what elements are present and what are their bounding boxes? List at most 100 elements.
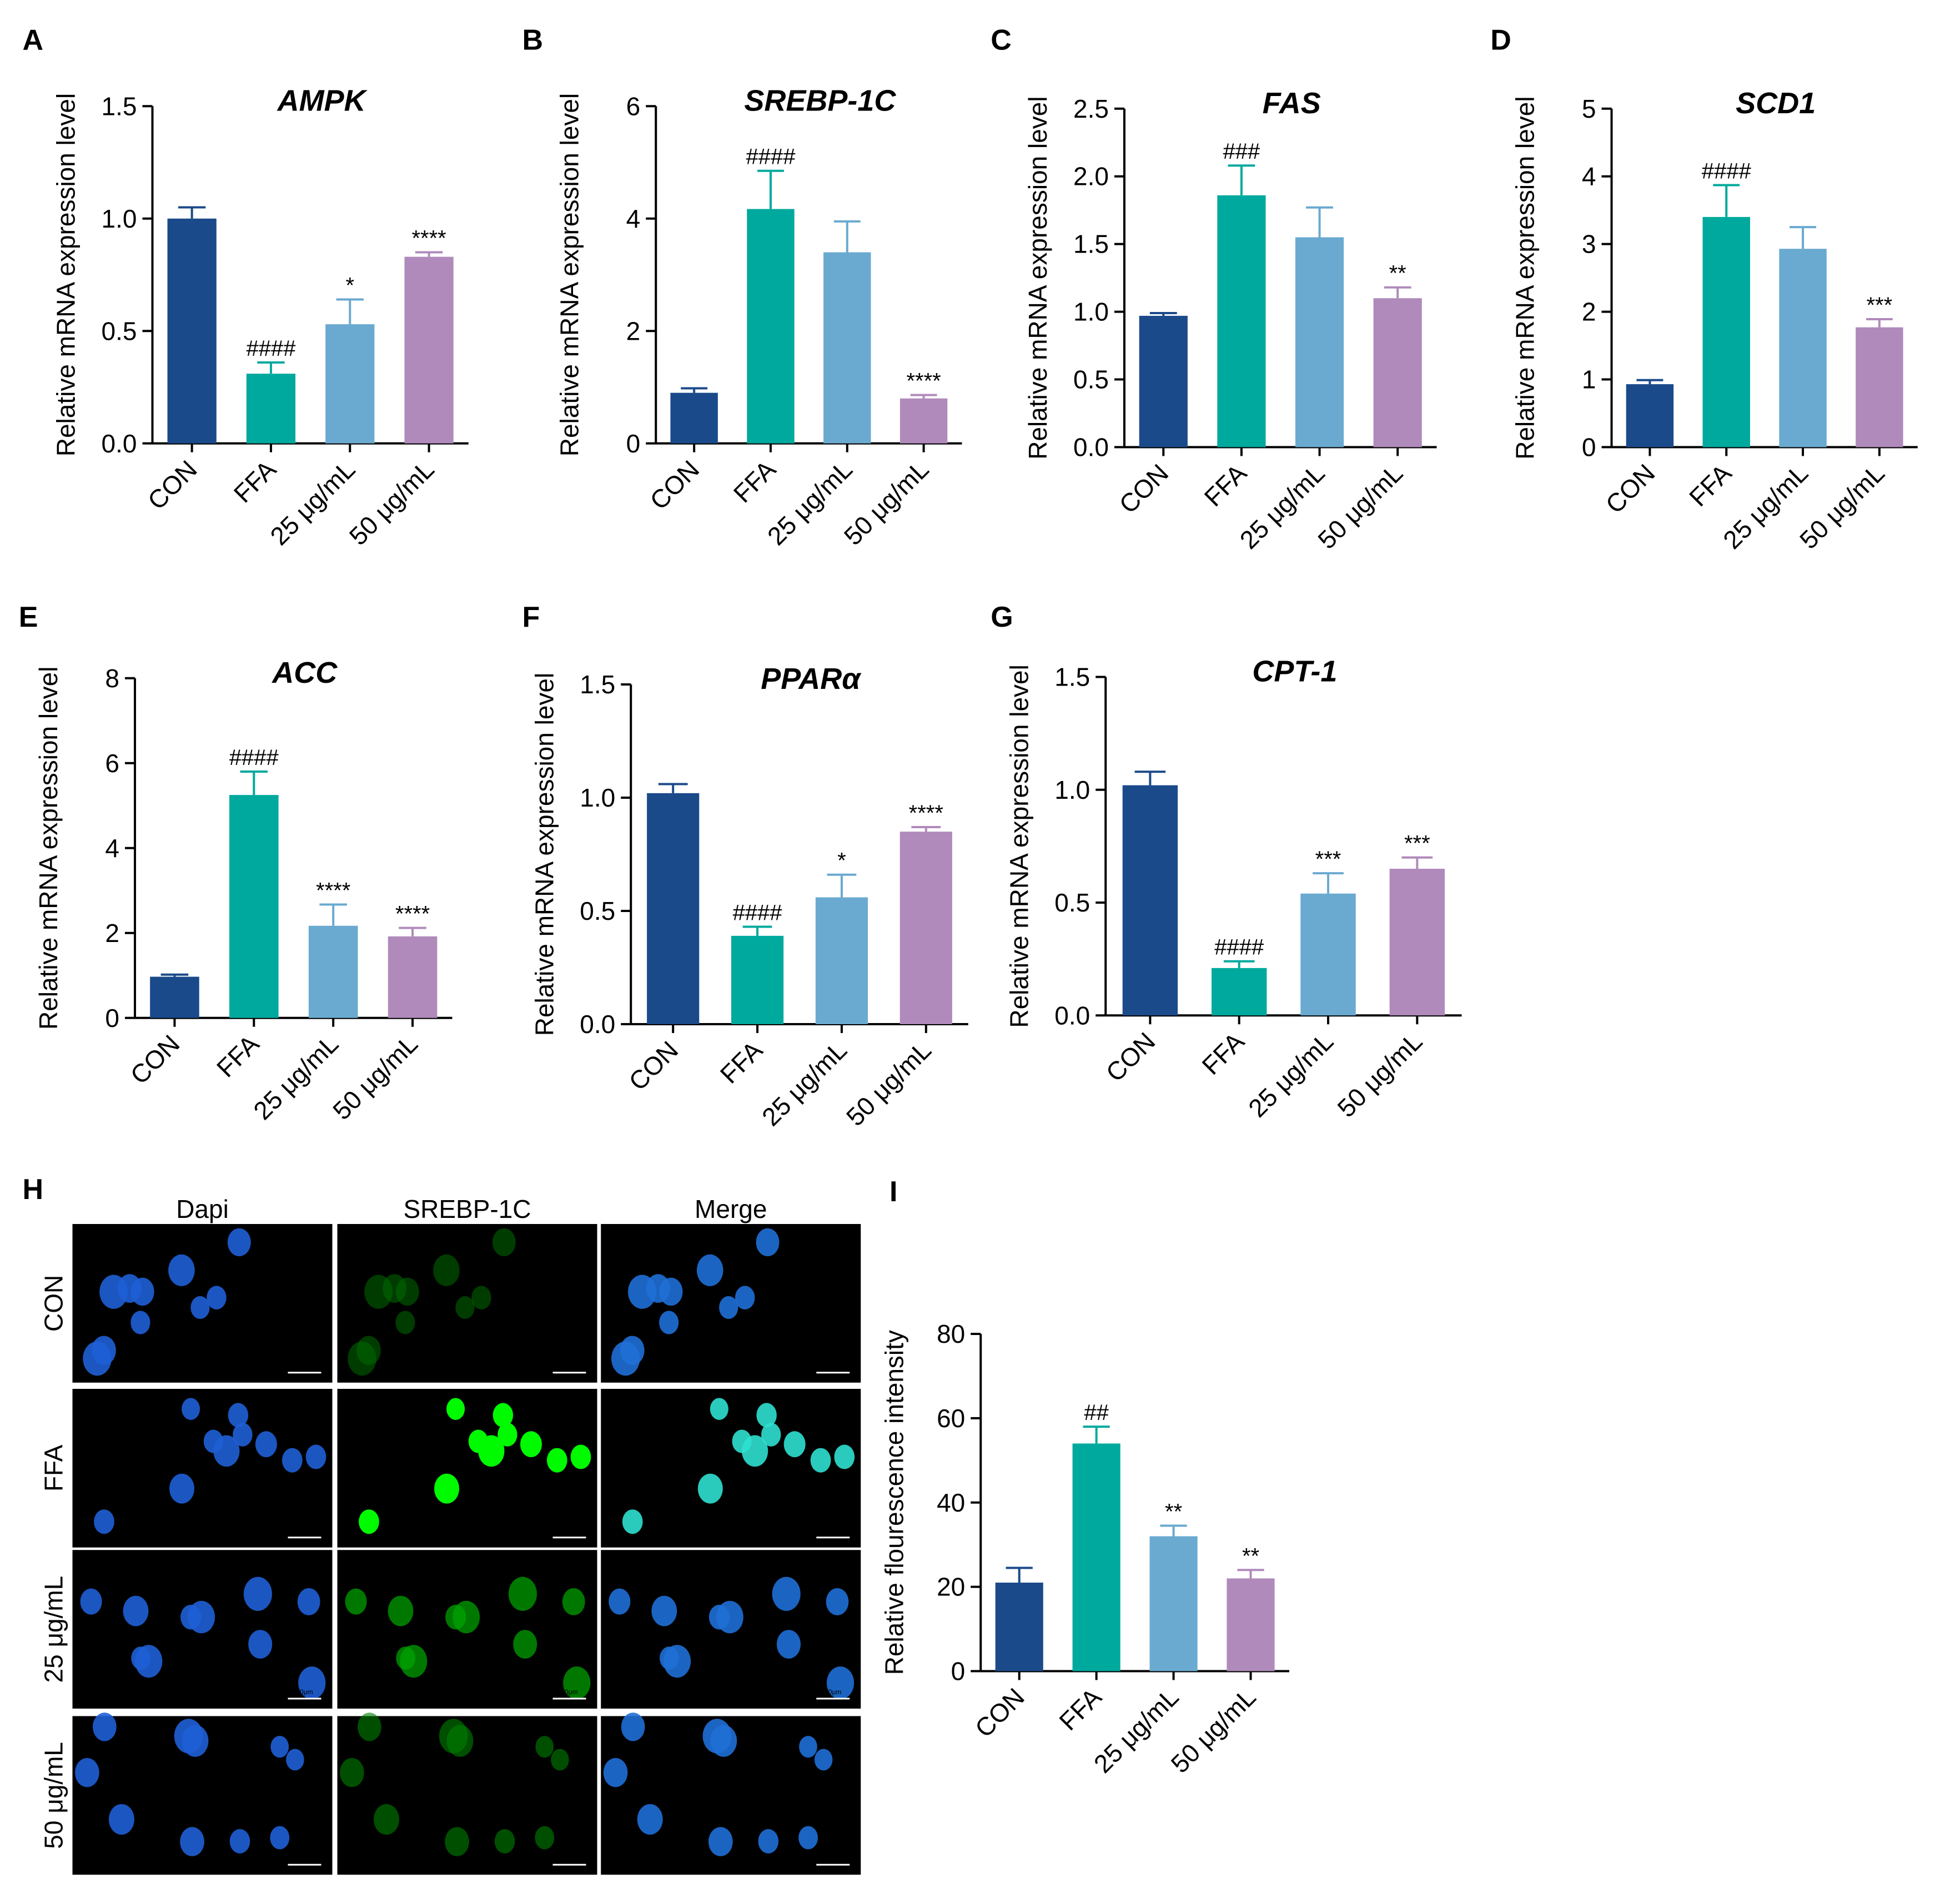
cell-nucleus [182,1725,209,1757]
cell-nucleus [659,1311,679,1334]
x-tick-label: 25 μg/mL [1088,1683,1184,1779]
y-tick-label: 1.0 [580,783,615,812]
cell-nucleus [108,1804,134,1835]
y-tick-label: 5 [1582,94,1596,123]
bar [1227,1578,1275,1671]
bar [1300,893,1356,1016]
significance-label: ** [1242,1544,1259,1568]
bar [1779,249,1827,447]
x-tick-label: CON [124,1029,185,1090]
cell-nucleus [357,1712,381,1741]
x-tick-label: FFA [1053,1683,1107,1736]
cell-nucleus [637,1804,663,1835]
cell-nucleus [446,1398,465,1420]
cell-nucleus [395,1311,415,1334]
significance-label: **** [909,801,943,825]
chart-title: ACC [271,656,338,689]
bar [404,256,454,444]
y-axis-label: Relative mRNA expression level [555,93,584,457]
cell-nucleus [810,1448,831,1473]
y-tick-label: 0.0 [102,429,137,458]
cell-nucleus [445,1827,469,1856]
x-tick-label: 50 μg/mL [1331,1027,1428,1123]
x-tick-label: 50 μg/mL [327,1029,423,1125]
cell-nucleus [388,1595,414,1626]
y-tick-label: 0.0 [1054,1001,1090,1030]
bar [325,324,375,444]
bar [899,398,948,444]
cell-nucleus [83,1341,112,1376]
cell-nucleus [520,1431,542,1458]
cell-nucleus [297,1588,320,1615]
cell-nucleus [710,1725,737,1757]
y-tick-label: 0 [951,1657,966,1686]
y-axis-label: Relative flourescence intensity [880,1330,908,1675]
bar [167,218,217,444]
cell-nucleus [570,1444,591,1469]
cell-nucleus [696,1254,723,1286]
cell-nucleus [359,1509,379,1534]
cell-nucleus [434,1473,460,1504]
y-tick-label: 0.0 [1073,433,1109,462]
bar [1122,785,1178,1016]
cell-nucleus [772,1576,801,1611]
bar [1212,968,1267,1016]
y-tick-label: 0 [1582,433,1596,462]
y-axis-label: Relative mRNA expression level [52,93,81,457]
cell-nucleus [735,1286,755,1309]
y-tick-label: 1.0 [1073,298,1109,326]
cell-nucleus [383,1274,407,1303]
bar [246,374,296,444]
cell-nucleus [135,1645,163,1678]
significance-label: #### [733,901,783,925]
cell-nucleus [74,1757,99,1787]
x-tick-label: 25 μg/mL [1243,1027,1339,1123]
panel-label: E [19,601,38,633]
x-tick-label: FFA [1196,1026,1250,1080]
row-label: CON [39,1275,68,1332]
significance-label: #### [1702,159,1752,184]
cell-nucleus [492,1403,514,1428]
significance-label: #### [246,336,296,361]
y-tick-label: 0.5 [1054,888,1090,917]
y-tick-label: 2.5 [1073,94,1109,123]
cell-nucleus [92,1712,117,1741]
scale-bar-label: 50μm [825,1688,841,1696]
y-tick-label: 1.5 [102,92,137,120]
y-tick-label: 2 [626,316,641,345]
bar [1702,216,1750,447]
cell-nucleus [270,1826,290,1850]
cell-nucleus [213,1435,240,1467]
cell-nucleus [546,1448,567,1473]
significance-label: *** [1315,847,1341,872]
bar [815,897,868,1024]
column-label: SREBP-1C [403,1195,531,1223]
cell-nucleus [169,1473,195,1504]
bar [670,392,718,444]
bar [1295,237,1344,447]
y-tick-label: 0.5 [580,896,615,925]
cell-nucleus [609,1588,631,1615]
scale-bar-label: 50μm [825,1527,841,1535]
x-tick-label: FFA [715,1035,768,1089]
cell-nucleus [513,1630,537,1659]
x-tick-label: 50 μg/mL [344,455,440,551]
row-label: 50 μg/mL [39,1742,68,1849]
significance-label: #### [229,746,279,770]
cell-nucleus [563,1666,591,1700]
x-tick-label: FFA [211,1029,265,1083]
cell-nucleus [130,1311,150,1334]
cell-nucleus [339,1757,364,1787]
cell-nucleus [227,1228,251,1257]
cell-nucleus [180,1827,204,1856]
cell-nucleus [603,1757,628,1787]
row-label: FFA [39,1444,68,1492]
chart-title: SCD1 [1736,87,1816,120]
x-tick-label: FFA [1683,459,1737,512]
cell-nucleus [373,1804,399,1835]
cell-nucleus [270,1736,289,1758]
cell-nucleus [446,1725,474,1757]
cell-nucleus [94,1509,114,1534]
cell-nucleus [123,1595,149,1626]
panel-label: G [991,601,1013,633]
